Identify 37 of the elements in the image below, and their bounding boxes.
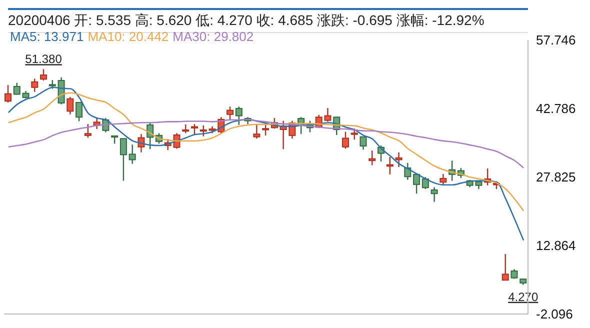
candlestick <box>4 84 12 104</box>
text: MA30: 29.802 <box>172 29 254 44</box>
candlestick <box>342 131 349 150</box>
candlestick <box>226 106 234 120</box>
y-tick-label: 12.864 <box>536 238 576 254</box>
candlestick <box>76 102 83 122</box>
candlestick <box>386 156 394 175</box>
candlestick <box>262 122 270 136</box>
y-tick-label: 42.786 <box>536 101 576 116</box>
candlestick <box>430 186 438 202</box>
y-tick-label: 57.746 <box>536 32 576 48</box>
candlestick <box>40 68 48 82</box>
text: 20200406 开: 5.535 高: 5.620 低: 4.270 收: 4.685 涨跌: -0.695 涨幅: -12.92% <box>8 12 484 28</box>
candlestick <box>84 123 92 138</box>
candlestick <box>440 173 447 186</box>
text: MA10: 20.442 <box>88 29 169 44</box>
candlestick <box>360 136 367 150</box>
y-tick-label: -2.096 <box>536 306 573 322</box>
candlestick <box>413 174 420 194</box>
y-tick-label: 27.825 <box>536 170 576 185</box>
candlestick <box>128 144 136 164</box>
text: MA5: 13.971 <box>10 29 84 44</box>
candlestick <box>253 124 260 140</box>
candlestick <box>120 138 127 182</box>
candlestick <box>510 268 518 280</box>
candlestick <box>31 78 38 93</box>
candlestick <box>350 128 358 140</box>
candlestick <box>66 96 74 115</box>
candlestick <box>422 176 429 190</box>
candlestick <box>146 122 154 150</box>
candlestick <box>200 124 207 137</box>
candlestick <box>235 106 242 126</box>
candlestick <box>368 150 376 166</box>
candlestick <box>502 253 509 281</box>
candlestick <box>191 123 198 136</box>
candlestick <box>395 152 402 168</box>
annotation: 51.380 <box>25 52 62 66</box>
